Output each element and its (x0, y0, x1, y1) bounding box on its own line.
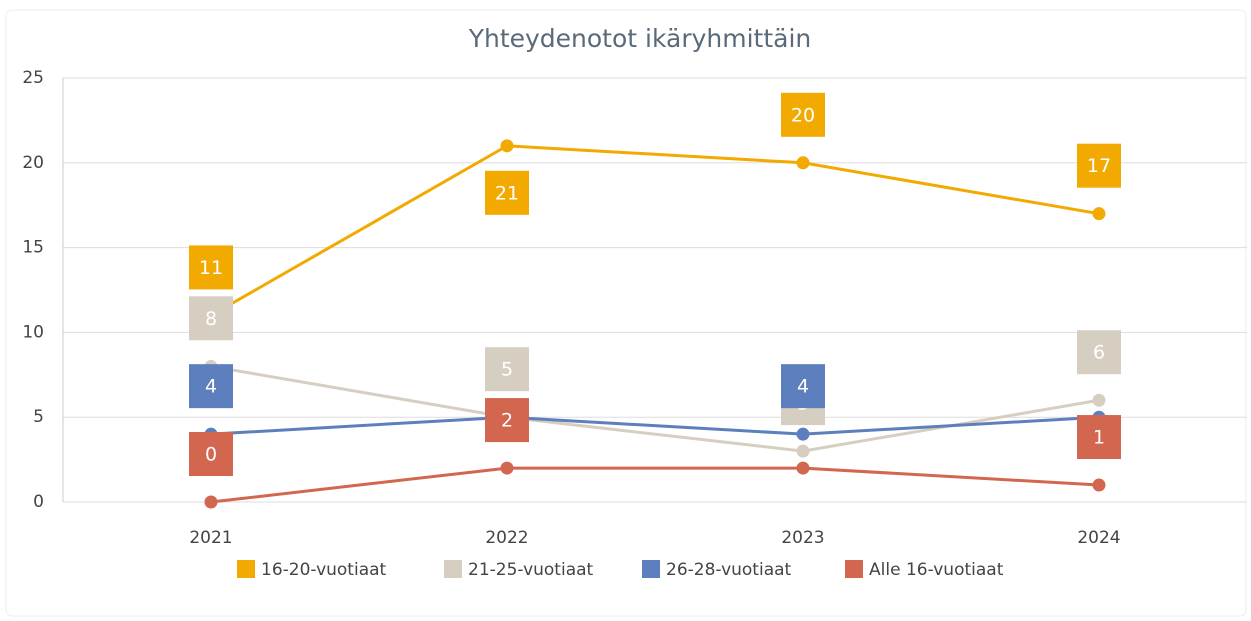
data-label-box (781, 364, 825, 409)
y-tick-label: 20 (22, 153, 44, 173)
legend-label: Alle 16-vuotiaat (869, 560, 1004, 580)
x-tick-label: 2022 (485, 528, 528, 548)
data-label-box (1077, 415, 1121, 460)
data-label: 0 (205, 444, 217, 466)
legend-label: 16-20-vuotiaat (261, 560, 387, 580)
legend-swatch (444, 560, 462, 578)
chart-title: Yhteydenotot ikäryhmittäin (468, 24, 812, 53)
y-tick-label: 10 (22, 322, 44, 342)
point (796, 461, 810, 475)
x-tick-label: 2024 (1077, 528, 1120, 548)
legend-swatch (642, 560, 660, 578)
legend-swatch (237, 560, 255, 578)
point (500, 461, 514, 475)
data-label: 6 (1093, 342, 1105, 364)
data-label: 20 (791, 104, 815, 126)
y-tick-label: 15 (22, 238, 44, 258)
data-label: 11 (199, 257, 223, 279)
data-label-box (189, 364, 233, 409)
data-label-box (1077, 143, 1121, 188)
data-label-box (781, 92, 825, 137)
data-label-box (1077, 330, 1121, 375)
point (1092, 207, 1106, 221)
data-label-box (485, 398, 529, 443)
data-label-box (485, 347, 529, 392)
legend-swatch (845, 560, 863, 578)
data-label: 17 (1087, 155, 1111, 177)
point (204, 495, 218, 509)
point (796, 427, 810, 441)
data-label: 5 (501, 359, 513, 381)
point (1092, 393, 1106, 407)
legend-label: 21-25-vuotiaat (468, 560, 594, 580)
point (500, 139, 514, 153)
data-label: 4 (797, 376, 809, 398)
point (1092, 478, 1106, 492)
data-label: 2 (501, 410, 513, 432)
x-tick-label: 2021 (189, 528, 232, 548)
point (796, 444, 810, 458)
data-label-box (189, 245, 233, 290)
data-label-box (485, 170, 529, 215)
y-tick-label: 5 (33, 407, 44, 427)
y-tick-label: 25 (22, 68, 44, 88)
data-label-box (189, 296, 233, 341)
y-tick-label: 0 (33, 492, 44, 512)
data-label-box (189, 432, 233, 476)
series-line (210, 144, 1100, 317)
data-label: 4 (205, 376, 217, 398)
legend-label: 26-28-vuotiaat (666, 560, 792, 580)
data-label: 1 (1093, 427, 1105, 449)
point (796, 156, 810, 170)
series-line (210, 466, 1100, 504)
card (5, 9, 1247, 617)
x-tick-label: 2023 (781, 528, 824, 548)
series-line (210, 415, 1100, 436)
data-label: 8 (205, 308, 217, 330)
data-label: 21 (495, 182, 519, 204)
